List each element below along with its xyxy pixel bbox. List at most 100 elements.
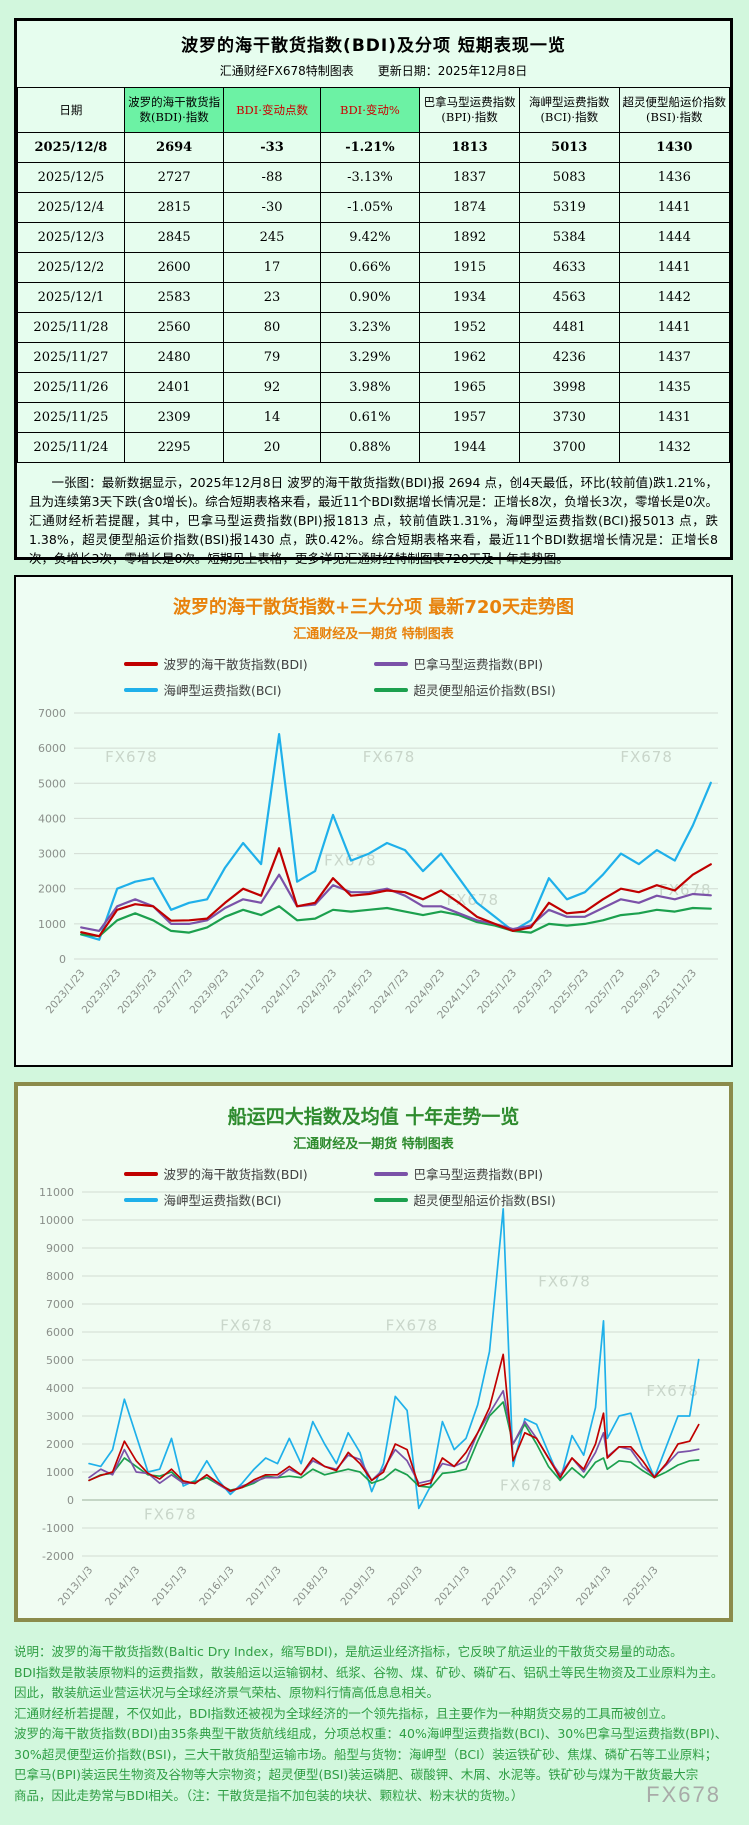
chart-720day-section: 0 1000 2000 3000 4000 5000 6000 7000 FX678 FX678 F… xyxy=(14,575,733,1067)
y-axis-tick-label: 7000 xyxy=(46,1298,74,1311)
table-title: 波罗的海干散货指数(BDI)及分项 短期表现一览 xyxy=(181,36,566,56)
table-cell: 79 xyxy=(223,342,321,373)
series-line xyxy=(80,873,712,932)
note-line: 因此，散装航运业营运状况与全球经济景气荣枯、原物料行情高低息息相关。 xyxy=(14,1685,440,1700)
table-cell: 2295 xyxy=(123,432,225,463)
notes-section: 说明：波罗的海干散货指数(Baltic Dry Index，缩写BDI)，是航运… xyxy=(14,1642,735,1806)
table-row: 2025/12/2 2600 17 0.66% 1915 4633 1441 xyxy=(17,252,731,283)
x-axis-tick-label: 2017/1/3 xyxy=(244,1564,284,1608)
table-cell: 92 xyxy=(223,372,321,403)
y-axis-tick-label: 5000 xyxy=(38,777,66,790)
y-axis-tick-label: 0 xyxy=(67,1494,74,1507)
series-line xyxy=(88,1401,700,1492)
legend-label: 超灵便型船运价指数(BSI) xyxy=(413,1193,556,1208)
chart-720day-subtitle: 汇通财经及一期货 特制图表 xyxy=(293,627,454,642)
table-cell: 3730 xyxy=(518,402,620,433)
table-cell: -88 xyxy=(223,162,321,193)
x-axis-tick-label: 2014/1/3 xyxy=(103,1564,143,1608)
table-cell: 5083 xyxy=(518,162,620,193)
table-cell: 2025/11/28 xyxy=(17,312,125,343)
legend-label: 海岬型运费指数(BCI) xyxy=(163,683,282,698)
y-axis-tick-label: -2000 xyxy=(42,1550,74,1563)
table-cell: -3.13% xyxy=(319,162,421,193)
chart-10year-plot: -2000 -1000 0 1000 2000 3000 4000 5000 6000 7000 8… xyxy=(39,1186,718,1608)
chart-watermark: FX678 xyxy=(386,1316,439,1334)
table-cell: 3.23% xyxy=(319,312,421,343)
table-row: 2025/11/28 2560 80 3.23% 1952 4481 1441 xyxy=(17,312,731,343)
series-line xyxy=(80,733,712,941)
table-cell: 2025/12/1 xyxy=(17,282,125,313)
table-cell: 1441 xyxy=(618,312,731,343)
table-cell: 1957 xyxy=(419,402,520,433)
summary-paragraph: 一张图：最新数据显示，2025年12月8日 波罗的海干散货指数(BDI)报 26… xyxy=(29,475,718,566)
table-cell: 1934 xyxy=(419,282,520,313)
table-cell: 2025/12/8 xyxy=(17,132,125,163)
table-cell: 2025/11/27 xyxy=(17,342,125,373)
table-cell: 2025/12/3 xyxy=(17,222,125,253)
table-cell: 3700 xyxy=(518,432,620,463)
chart-watermark: FX678 xyxy=(144,1506,197,1524)
table-row: 2025/11/24 2295 20 0.88% 1944 3700 1432 xyxy=(17,432,731,463)
x-axis-tick-label: 2020/1/3 xyxy=(386,1564,426,1608)
chart-watermark: FX678 xyxy=(500,1477,553,1495)
table-cell: 9.42% xyxy=(319,222,421,253)
table-cell: 2025/12/2 xyxy=(17,252,125,283)
legend-item: 海岬型运费指数(BCI) xyxy=(123,680,374,699)
legend-item: 海岬型运费指数(BCI) xyxy=(123,1190,374,1209)
legend-item: 超灵便型船运价指数(BSI) xyxy=(373,1190,624,1209)
table-cell: 2025/11/25 xyxy=(17,402,125,433)
chart-10year-legend: 波罗的海干散货指数(BDI) 巴拿马型运费指数(BPI) 海岬型运费指数(BCI) 超… xyxy=(18,1164,729,1209)
table-column-header: 波罗的海干散货指数(BDI)·指数 xyxy=(123,87,225,133)
y-axis-tick-label: 7000 xyxy=(38,707,66,720)
chart-720day-title: 波罗的海干散货指数+三大分项 最新720天走势图 xyxy=(173,597,574,618)
table-column-header: BDI·变动% xyxy=(319,87,421,133)
table-cell: 3.98% xyxy=(319,372,421,403)
series-line xyxy=(80,905,712,938)
table-cell: 2401 xyxy=(123,372,225,403)
y-axis-tick-label: 3000 xyxy=(38,848,66,861)
table-column-header: 超灵便型船运价指数(BSI)·指数 xyxy=(618,87,731,133)
note-line: 30%超灵便型运价指数(BSI)，三大干散货船型运输市场。船型与货物：海岬型（B… xyxy=(14,1746,718,1762)
table-cell: 5013 xyxy=(518,132,620,163)
y-axis-tick-label: 8000 xyxy=(46,1270,74,1283)
table-cell: 1952 xyxy=(419,312,520,343)
table-cell: 3.29% xyxy=(319,342,421,373)
table-cell: 2480 xyxy=(123,342,225,373)
y-axis-tick-label: 4000 xyxy=(38,812,66,825)
table-cell: -33 xyxy=(223,132,321,163)
bdi-short-term-table: 日期 波罗的海干散货指数(BDI)·指数 BDI·变动点数 BDI·变动% 巴拿马型运费… xyxy=(17,87,731,463)
table-cell: 4633 xyxy=(518,252,620,283)
y-axis-tick-label: -1000 xyxy=(42,1522,74,1535)
table-row: 2025/12/1 2583 23 0.90% 1934 4563 1442 xyxy=(17,282,731,313)
chart-10year-subtitle: 汇通财经及一期货 特制图表 xyxy=(293,1137,454,1152)
table-row: 2025/12/4 2815 -30 -1.05% 1874 5319 1441 xyxy=(17,192,731,223)
table-cell: 2727 xyxy=(123,162,225,193)
legend-line-swatch xyxy=(123,1197,158,1202)
x-axis-tick-label: 2025/1/3 xyxy=(621,1564,661,1608)
table-cell: 0.88% xyxy=(319,432,421,463)
y-axis-tick-label: 2000 xyxy=(46,1438,74,1451)
x-axis-tick-label: 2019/1/3 xyxy=(338,1564,378,1608)
table-cell: 2815 xyxy=(123,192,225,223)
table-row: 2025/12/3 2845 245 9.42% 1892 5384 1444 xyxy=(17,222,731,253)
table-cell: 1435 xyxy=(618,372,731,403)
table-cell: 2309 xyxy=(123,402,225,433)
legend-label: 巴拿马型运费指数(BPI) xyxy=(413,1167,544,1182)
table-column-header: 巴拿马型运费指数(BPI)·指数 xyxy=(419,87,520,133)
legend-label: 巴拿马型运费指数(BPI) xyxy=(413,657,544,672)
legend-item: 波罗的海干散货指数(BDI) xyxy=(123,654,374,673)
legend-label: 超灵便型船运价指数(BSI) xyxy=(413,683,556,698)
table-cell: 1965 xyxy=(419,372,520,403)
table-cell: 2694 xyxy=(123,132,225,163)
legend-line-swatch xyxy=(373,687,408,692)
legend-item: 波罗的海干散货指数(BDI) xyxy=(123,1164,374,1183)
y-axis-tick-label: 11000 xyxy=(39,1186,74,1199)
chart-watermark: FX678 xyxy=(620,748,673,766)
y-axis-tick-label: 6000 xyxy=(38,742,66,755)
table-cell: -30 xyxy=(223,192,321,223)
y-axis-tick-label: 4000 xyxy=(46,1382,74,1395)
table-cell: 4563 xyxy=(518,282,620,313)
table-cell: 1813 xyxy=(419,132,520,163)
x-axis-tick-label: 2023/1/3 xyxy=(527,1564,567,1608)
table-column-header: BDI·变动点数 xyxy=(223,87,321,133)
